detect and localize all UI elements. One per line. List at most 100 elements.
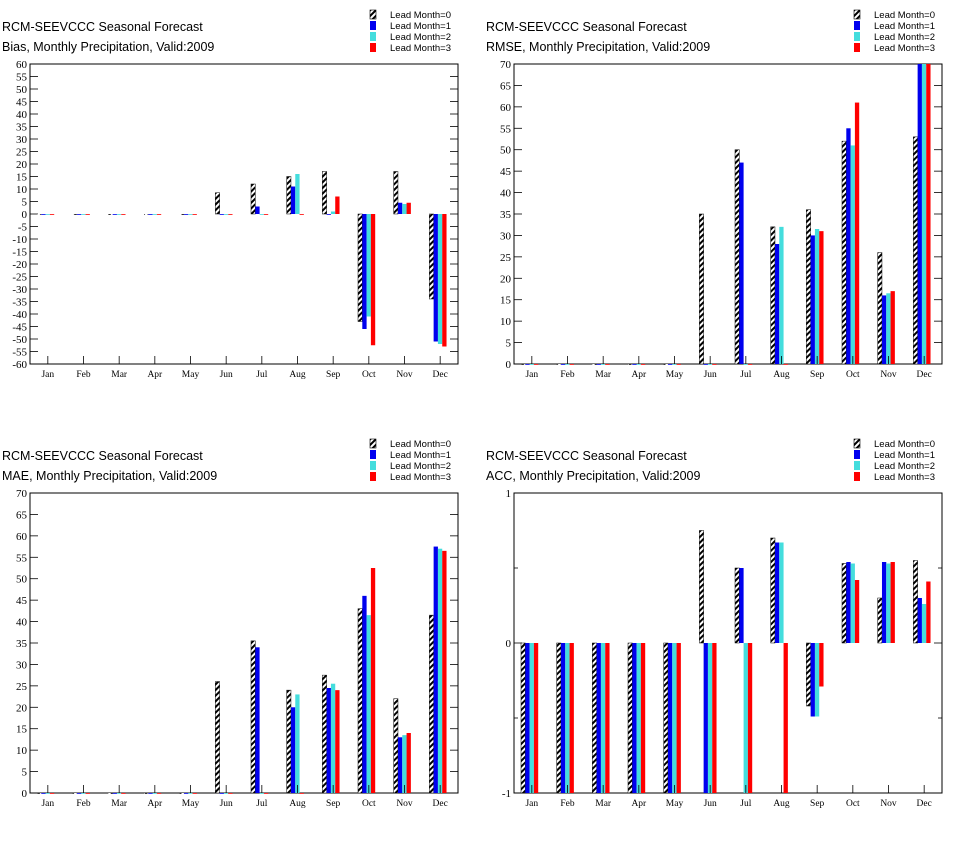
bar-lead0-apr — [144, 793, 149, 794]
bar-lead0-nov — [877, 597, 883, 644]
bar-lead3-may — [192, 793, 197, 794]
y-tick-label: -10 — [12, 234, 27, 246]
bar-lead1-mar — [596, 364, 601, 365]
bar-lead0-sep — [806, 209, 811, 365]
bar-lead0-apr — [627, 642, 633, 794]
y-tick-label: 15 — [16, 172, 28, 184]
bar-lead1-jan — [525, 643, 530, 793]
y-tick-label: 5 — [506, 338, 512, 350]
x-tick-label: May — [182, 370, 200, 380]
x-tick-label: Feb — [560, 370, 575, 380]
bar-lead1-oct — [846, 128, 851, 364]
bar-lead2-may — [672, 643, 677, 793]
bar-lead0-jul — [250, 183, 256, 215]
legend-label: Lead Month=2 — [390, 32, 451, 43]
acc-chart-panel: RCM-SEEVCCC Seasonal Forecast ACC, Monthl… — [486, 438, 943, 809]
legend-swatch — [370, 21, 376, 30]
legend-label: Lead Month=1 — [874, 450, 935, 461]
legend-swatch — [854, 472, 860, 481]
x-tick-label: Jan — [525, 370, 538, 380]
bar-lead0-jun — [699, 530, 704, 644]
bar-lead2-jan — [45, 214, 50, 215]
bar-lead0-nov — [393, 171, 399, 215]
bar-lead3-dec — [926, 581, 931, 643]
bar-lead3-aug — [299, 214, 304, 215]
bar-lead2-apr — [636, 643, 641, 793]
x-tick-label: Oct — [846, 799, 860, 809]
bar-lead1-mar — [596, 643, 601, 793]
legend-swatch — [854, 450, 860, 459]
bar-lead0-nov — [393, 698, 399, 794]
bar-lead1-mar — [112, 214, 117, 215]
bar-lead1-may — [667, 364, 673, 365]
bar-lead2-jul — [743, 643, 748, 793]
bar-lead2-dec — [921, 64, 927, 364]
x-tick-label: Nov — [880, 799, 897, 809]
bar-lead0-jan — [37, 793, 42, 794]
bar-lead2-may — [188, 214, 193, 215]
chart-title: RCM-SEEVCCC Seasonal Forecast — [2, 449, 203, 463]
x-tick-label: Sep — [810, 799, 825, 809]
bar-lead0-jun — [699, 213, 704, 365]
bar-lead1-jul — [739, 568, 744, 643]
bar-lead1-jun — [703, 364, 708, 365]
bar-lead2-jun — [223, 214, 229, 215]
x-tick-label: Sep — [326, 799, 341, 809]
bar-lead1-jun — [219, 793, 224, 794]
bar-lead2-nov — [402, 204, 407, 214]
x-tick-label: Jun — [704, 799, 717, 809]
y-tick-label: 25 — [16, 681, 28, 693]
bar-lead3-feb — [85, 793, 90, 794]
bar-lead1-jun — [219, 214, 224, 215]
bar-lead3-jul — [263, 214, 269, 215]
bar-lead2-jan — [45, 793, 50, 794]
bar-lead0-jan — [520, 642, 526, 794]
x-tick-label: Jun — [704, 370, 717, 380]
x-tick-label: Nov — [396, 370, 413, 380]
bar-lead2-aug — [779, 542, 784, 643]
y-tick-label: 40 — [16, 109, 28, 121]
bar-lead0-feb — [556, 642, 562, 794]
y-tick-label: 20 — [16, 159, 28, 171]
bar-lead3-oct — [370, 214, 376, 346]
x-tick-label: Oct — [362, 799, 376, 809]
bar-lead3-oct — [854, 580, 860, 643]
bar-lead1-oct — [846, 562, 851, 643]
legend-label: Lead Month=1 — [390, 450, 451, 461]
x-tick-label: Sep — [326, 370, 341, 380]
chart-subtitle: ACC, Monthly Precipitation, Valid:2009 — [486, 469, 701, 483]
bar-lead1-may — [183, 214, 189, 215]
legend-swatch — [370, 472, 376, 481]
bar-lead3-oct — [854, 102, 860, 364]
y-tick-label: 0 — [506, 638, 512, 650]
bar-lead1-jan — [525, 364, 530, 365]
legend-label: Lead Month=0 — [390, 439, 451, 450]
bar-lead0-dec — [913, 560, 918, 644]
bar-lead2-jan — [529, 364, 534, 365]
bar-lead3-may — [676, 364, 681, 365]
y-tick-label: 40 — [16, 617, 28, 629]
bar-lead1-oct — [362, 214, 367, 329]
x-tick-label: Apr — [147, 370, 163, 380]
y-tick-label: 70 — [16, 488, 28, 500]
bar-lead2-jul — [259, 793, 264, 794]
y-tick-label: 50 — [16, 574, 28, 586]
bar-lead3-nov — [890, 562, 895, 643]
bar-lead2-apr — [152, 793, 157, 794]
bar-lead1-apr — [632, 364, 637, 365]
x-tick-label: Jan — [41, 799, 54, 809]
bar-lead0-jul — [250, 640, 256, 794]
bar-lead1-aug — [290, 707, 296, 793]
y-tick-label: -1 — [502, 788, 511, 800]
y-tick-label: -35 — [12, 297, 27, 309]
x-tick-label: Mar — [111, 370, 128, 380]
x-tick-label: May — [182, 799, 200, 809]
legend-swatch — [370, 43, 376, 52]
x-tick-label: Dec — [433, 370, 448, 380]
legend-swatch — [370, 450, 376, 459]
y-tick-label: -25 — [12, 272, 27, 284]
y-tick-label: 30 — [500, 230, 512, 242]
bar-lead3-feb — [569, 643, 574, 793]
bar-lead2-apr — [636, 364, 641, 365]
y-tick-label: 65 — [500, 80, 512, 92]
